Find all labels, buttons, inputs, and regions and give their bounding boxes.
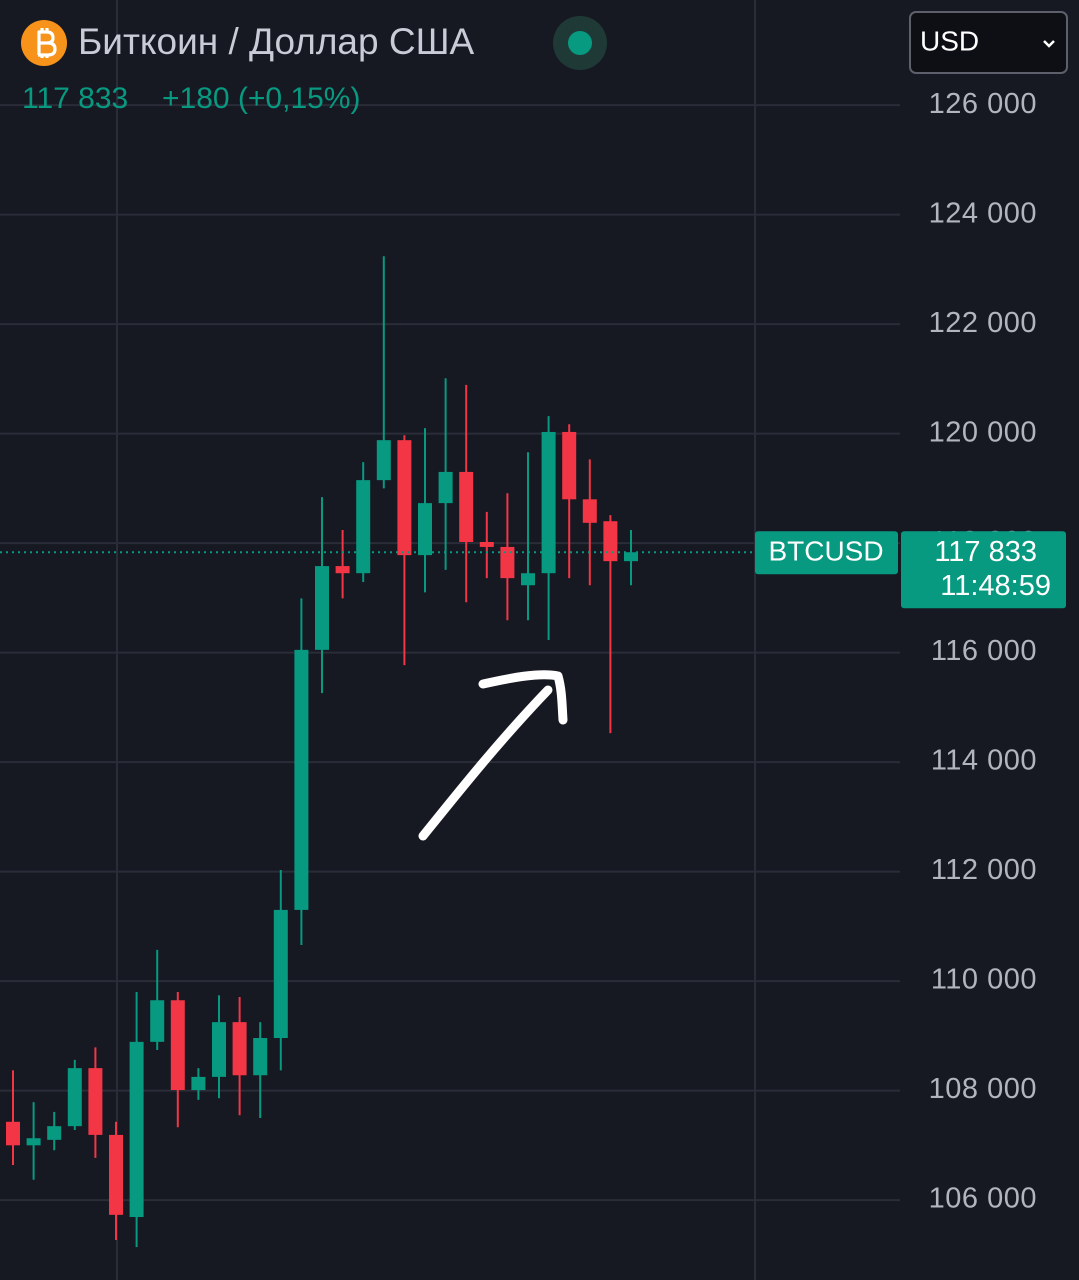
candle-body (170, 1000, 185, 1091)
candle-body (232, 1022, 247, 1076)
candle-body (212, 1022, 226, 1077)
grid (0, 0, 900, 1280)
candle-body (6, 1121, 20, 1146)
candle-body (624, 552, 638, 562)
candle-body (129, 1041, 144, 1218)
y-tick-label: 114 000 (931, 745, 1037, 777)
candle-body (26, 1138, 41, 1146)
candle-body (521, 573, 535, 586)
candle-body (562, 431, 577, 500)
candle-body (438, 471, 453, 504)
candle-body (88, 1068, 103, 1135)
candle-body (397, 440, 412, 556)
candle-body (67, 1068, 82, 1127)
candle-body (376, 440, 391, 481)
candle-body (47, 1126, 62, 1140)
candle-body (500, 546, 515, 579)
y-tick-label: 108 000 (929, 1073, 1037, 1105)
price-badge-label: 117 833 (934, 536, 1037, 568)
plot (0, 256, 900, 1248)
candle-body (582, 499, 597, 523)
status-dot (568, 31, 592, 55)
price: 117 833 (22, 82, 128, 115)
y-tick-label: 122 000 (929, 307, 1037, 339)
y-tick-label: 112 000 (931, 854, 1037, 886)
candle-body (150, 1000, 165, 1042)
candle-body (315, 566, 329, 650)
candle-body (603, 521, 618, 562)
chart-title: Биткоин / Доллар США (78, 21, 474, 62)
y-tick-label: 106 000 (929, 1183, 1037, 1215)
candle-body (273, 909, 288, 1039)
y-tick-label: 116 000 (931, 635, 1037, 667)
bitcoin-glyph (37, 28, 57, 58)
currency-select[interactable] (909, 11, 1068, 74)
axis-labels: 106 000 108 000 110 000 112 000 114 000 116 0… (755, 88, 1066, 1215)
price-badge (901, 531, 1066, 609)
candle-body (109, 1134, 123, 1215)
symbol-badge (755, 531, 898, 575)
candle-body (356, 480, 371, 574)
candle-body (541, 431, 556, 574)
symbol-label: BTCUSD (768, 536, 883, 567)
candle-body (479, 542, 494, 547)
y-tick-label: 124 000 (929, 197, 1037, 229)
y-tick-label: 110 000 (931, 964, 1037, 996)
candle-body (335, 566, 350, 574)
currency-label: USD (920, 25, 979, 56)
candle-body (253, 1038, 268, 1076)
arrow-annotation (418, 670, 568, 841)
countdown-label: 11:48:59 (940, 570, 1051, 602)
candle-body (459, 471, 474, 543)
candle-body (294, 649, 309, 910)
candle-body (418, 503, 432, 556)
price-change: +180 (+0,15%) (162, 82, 360, 115)
y-tick-label: 126 000 (929, 88, 1037, 120)
candle-body (191, 1076, 206, 1091)
select-chevron (1043, 40, 1055, 48)
y-tick-label: 120 000 (929, 416, 1037, 448)
